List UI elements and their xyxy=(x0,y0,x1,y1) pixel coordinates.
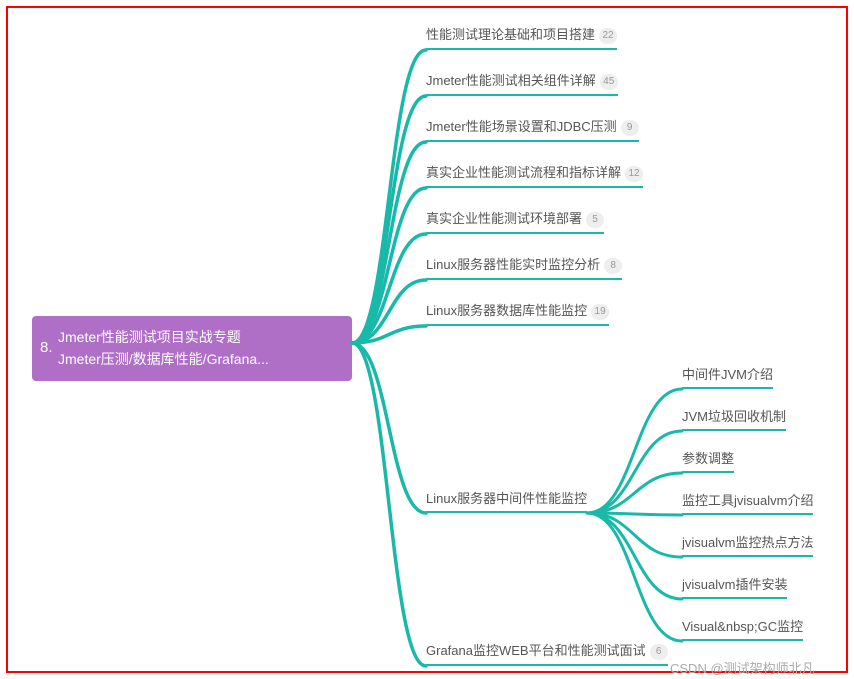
root-line2: Jmeter压测/数据库性能/Grafana... xyxy=(58,348,340,370)
watermark: CSDN @测试架构师北凡 xyxy=(670,658,815,677)
level1-node[interactable]: Linux服务器数据库性能监控 19 xyxy=(426,300,609,326)
node-label: Linux服务器中间件性能监控 xyxy=(426,491,587,506)
root-number: 8. xyxy=(40,336,53,360)
node-label: Grafana监控WEB平台和性能测试面试 xyxy=(426,643,646,658)
level2-node[interactable]: JVM垃圾回收机制 xyxy=(682,406,786,431)
level1-node[interactable]: 真实企业性能测试环境部署 5 xyxy=(426,208,604,234)
node-label: JVM垃圾回收机制 xyxy=(682,409,786,424)
count-badge: 5 xyxy=(586,212,604,228)
count-badge: 8 xyxy=(604,258,622,274)
level2-node[interactable]: jvisualvm监控热点方法 xyxy=(682,532,813,557)
node-label: Jmeter性能场景设置和JDBC压测 xyxy=(426,119,617,134)
level1-node[interactable]: Jmeter性能场景设置和JDBC压测 9 xyxy=(426,116,639,142)
level1-node[interactable]: 真实企业性能测试流程和指标详解 12 xyxy=(426,162,643,188)
node-label: jvisualvm监控热点方法 xyxy=(682,535,813,550)
node-label: 真实企业性能测试环境部署 xyxy=(426,211,582,226)
node-label: jvisualvm插件安装 xyxy=(682,577,787,592)
level1-node[interactable]: Linux服务器中间件性能监控 xyxy=(426,488,587,513)
level1-node[interactable]: Linux服务器性能实时监控分析 8 xyxy=(426,254,622,280)
root-node[interactable]: 8. Jmeter性能测试项目实战专题 Jmeter压测/数据库性能/Grafa… xyxy=(32,316,352,381)
count-badge: 9 xyxy=(621,120,639,136)
node-label: Jmeter性能测试相关组件详解 xyxy=(426,73,596,88)
level2-node[interactable]: jvisualvm插件安装 xyxy=(682,574,787,599)
count-badge: 45 xyxy=(600,74,618,90)
level1-node[interactable]: Jmeter性能测试相关组件详解 45 xyxy=(426,70,618,96)
node-label: 监控工具jvisualvm介绍 xyxy=(682,493,813,508)
count-badge: 22 xyxy=(599,28,617,44)
count-badge: 6 xyxy=(650,644,668,660)
count-badge: 12 xyxy=(625,166,643,182)
node-label: 参数调整 xyxy=(682,451,734,466)
node-label: Linux服务器数据库性能监控 xyxy=(426,303,587,318)
node-label: 中间件JVM介绍 xyxy=(682,367,773,382)
level2-node[interactable]: 中间件JVM介绍 xyxy=(682,364,773,389)
level1-node[interactable]: 性能测试理论基础和项目搭建 22 xyxy=(426,24,617,50)
count-badge: 19 xyxy=(591,304,609,320)
node-label: 性能测试理论基础和项目搭建 xyxy=(426,27,595,42)
node-label: 真实企业性能测试流程和指标详解 xyxy=(426,165,621,180)
root-line1: Jmeter性能测试项目实战专题 xyxy=(58,326,340,348)
level1-node[interactable]: Grafana监控WEB平台和性能测试面试 6 xyxy=(426,640,668,666)
level2-node[interactable]: Visual&nbsp;GC监控 xyxy=(682,616,803,641)
node-label: Visual&nbsp;GC监控 xyxy=(682,619,803,634)
level2-node[interactable]: 参数调整 xyxy=(682,448,734,473)
level2-node[interactable]: 监控工具jvisualvm介绍 xyxy=(682,490,813,515)
node-label: Linux服务器性能实时监控分析 xyxy=(426,257,600,272)
